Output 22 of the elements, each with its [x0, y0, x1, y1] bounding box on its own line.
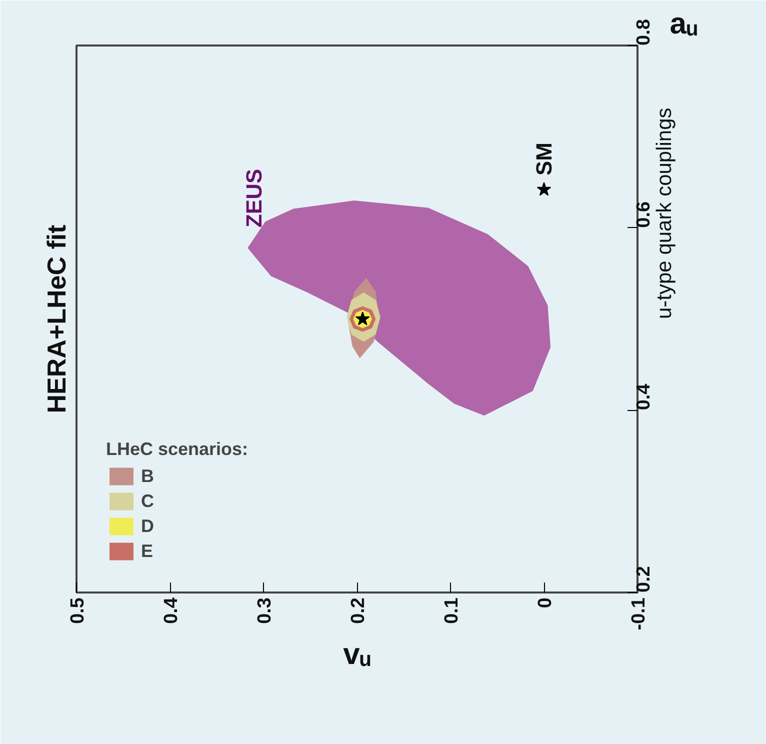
- x-tick-label: 0.3: [254, 597, 276, 624]
- legend-label: D: [141, 516, 155, 536]
- text: HERA+LHeC fit: [42, 224, 72, 414]
- y-tick-label: 0.4: [634, 383, 654, 410]
- annotation: ZEUS: [242, 168, 267, 228]
- x-tick-label: 0.4: [161, 597, 182, 624]
- x-axis-title: vᵤ: [343, 638, 371, 672]
- legend-title: LHeC scenarios:: [106, 439, 248, 460]
- annotation: SM: [532, 142, 556, 176]
- y-tick-label: 0.8: [634, 19, 654, 46]
- y-tick-label: 0.6: [634, 201, 654, 228]
- legend-label: E: [141, 540, 154, 562]
- y-tick-label: 0.2: [634, 566, 654, 592]
- x-tick-label: 0.1: [442, 597, 462, 624]
- text: aᵤ: [670, 8, 698, 40]
- x-tick-label: 0.5: [68, 597, 88, 624]
- x-tick-label: 0: [535, 597, 556, 608]
- y-axis-title: u-type quark couplings: [653, 108, 676, 319]
- legend-label: B: [141, 466, 155, 486]
- x-tick-label: -0.1: [628, 597, 650, 630]
- x-tick-label: 0.2: [348, 597, 369, 624]
- legend-label: C: [141, 490, 155, 512]
